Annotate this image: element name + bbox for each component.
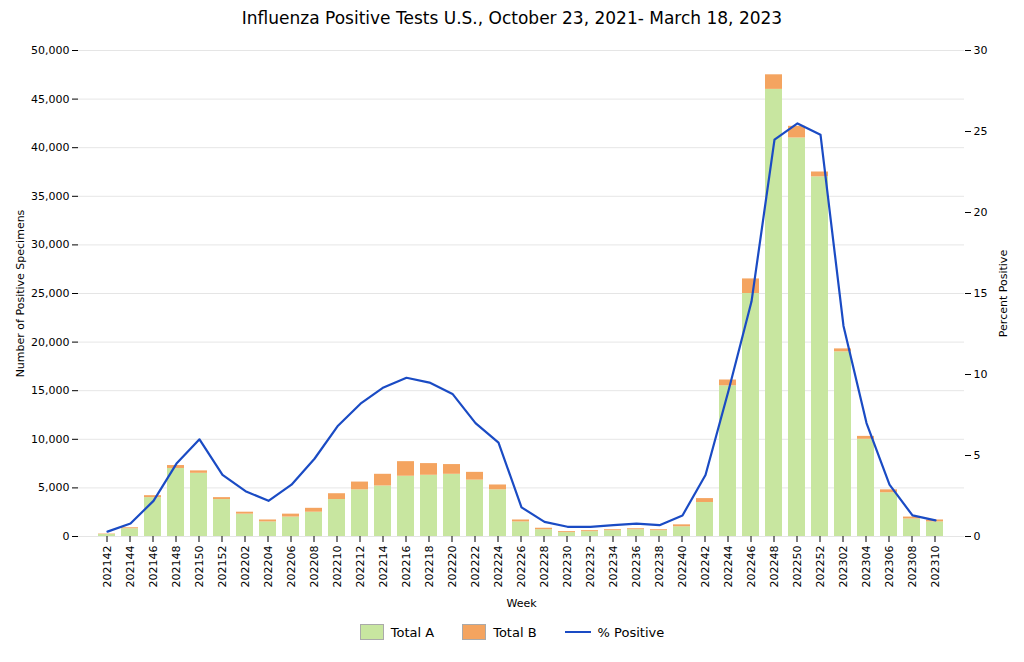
svg-text:202220: 202220 [446, 546, 459, 588]
html-text:Total B: Total B [493, 624, 537, 640]
svg-text:10,000: 10,000 [31, 433, 70, 446]
svg-text:15,000: 15,000 [31, 384, 70, 397]
svg-text:Percent Positive: Percent Positive [997, 250, 1010, 338]
svg-text:Number of Positive Specimens: Number of Positive Specimens [14, 209, 27, 377]
svg-text:50,000: 50,000 [31, 44, 70, 57]
svg-text:202208: 202208 [308, 546, 321, 588]
svg-text:202202: 202202 [239, 546, 252, 588]
svg-text:202248: 202248 [768, 546, 781, 588]
svg-text:20,000: 20,000 [31, 336, 70, 349]
svg-text:0: 0 [63, 530, 70, 543]
svg-text:202250: 202250 [791, 546, 804, 588]
svg-text:202204: 202204 [262, 546, 275, 588]
svg-text:10: 10 [974, 368, 988, 381]
svg-text:40,000: 40,000 [31, 141, 70, 154]
svg-text:202224: 202224 [492, 546, 505, 588]
svg-text:202148: 202148 [170, 546, 183, 588]
svg-text:202214: 202214 [377, 546, 390, 588]
svg-text:202236: 202236 [630, 546, 643, 588]
svg-text:202302: 202302 [837, 546, 850, 588]
svg-text:202310: 202310 [929, 546, 942, 588]
svg-text:45,000: 45,000 [31, 93, 70, 106]
svg-text:202304: 202304 [860, 546, 873, 588]
svg-text:202152: 202152 [216, 546, 229, 588]
svg-text:202226: 202226 [515, 546, 528, 588]
svg-text:20: 20 [974, 206, 988, 219]
svg-text:202150: 202150 [193, 546, 206, 588]
svg-text:202242: 202242 [699, 546, 712, 588]
svg-text:202222: 202222 [469, 546, 482, 588]
svg-text:202228: 202228 [538, 546, 551, 588]
svg-text:202210: 202210 [331, 546, 344, 588]
svg-text:5,000: 5,000 [38, 481, 70, 494]
svg-text:202230: 202230 [561, 546, 574, 588]
svg-text:202206: 202206 [285, 546, 298, 588]
html-text:Total A: Total A [390, 624, 435, 640]
svg-text:202238: 202238 [653, 546, 666, 588]
svg-text:202218: 202218 [423, 546, 436, 588]
svg-text:30,000: 30,000 [31, 238, 70, 251]
svg-text:30: 30 [974, 44, 988, 57]
svg-text:202240: 202240 [676, 546, 689, 588]
html-text:% Positive: % Positive [597, 624, 665, 640]
svg-text:202246: 202246 [745, 546, 758, 588]
svg-text:202142: 202142 [101, 546, 114, 588]
svg-text:202306: 202306 [883, 546, 896, 588]
svg-text:15: 15 [974, 287, 988, 300]
svg-text:202146: 202146 [147, 546, 160, 588]
svg-text:0: 0 [974, 530, 981, 543]
svg-text:202232: 202232 [584, 546, 597, 588]
svg-text:202212: 202212 [354, 546, 367, 588]
svg-text:202144: 202144 [124, 546, 137, 588]
svg-text:202216: 202216 [400, 546, 413, 588]
svg-text:202234: 202234 [607, 546, 620, 588]
svg-text:202244: 202244 [722, 546, 735, 588]
svg-text:Week: Week [506, 597, 537, 610]
svg-text:25: 25 [974, 125, 988, 138]
svg-text:35,000: 35,000 [31, 190, 70, 203]
svg-text:5: 5 [974, 449, 981, 462]
svg-text:202252: 202252 [814, 546, 827, 588]
svg-text:202308: 202308 [906, 546, 919, 588]
svg-text:25,000: 25,000 [31, 287, 70, 300]
html-text:Influenza Positive Tests U.S.,: Influenza Positive Tests U.S., October 2… [241, 8, 783, 28]
